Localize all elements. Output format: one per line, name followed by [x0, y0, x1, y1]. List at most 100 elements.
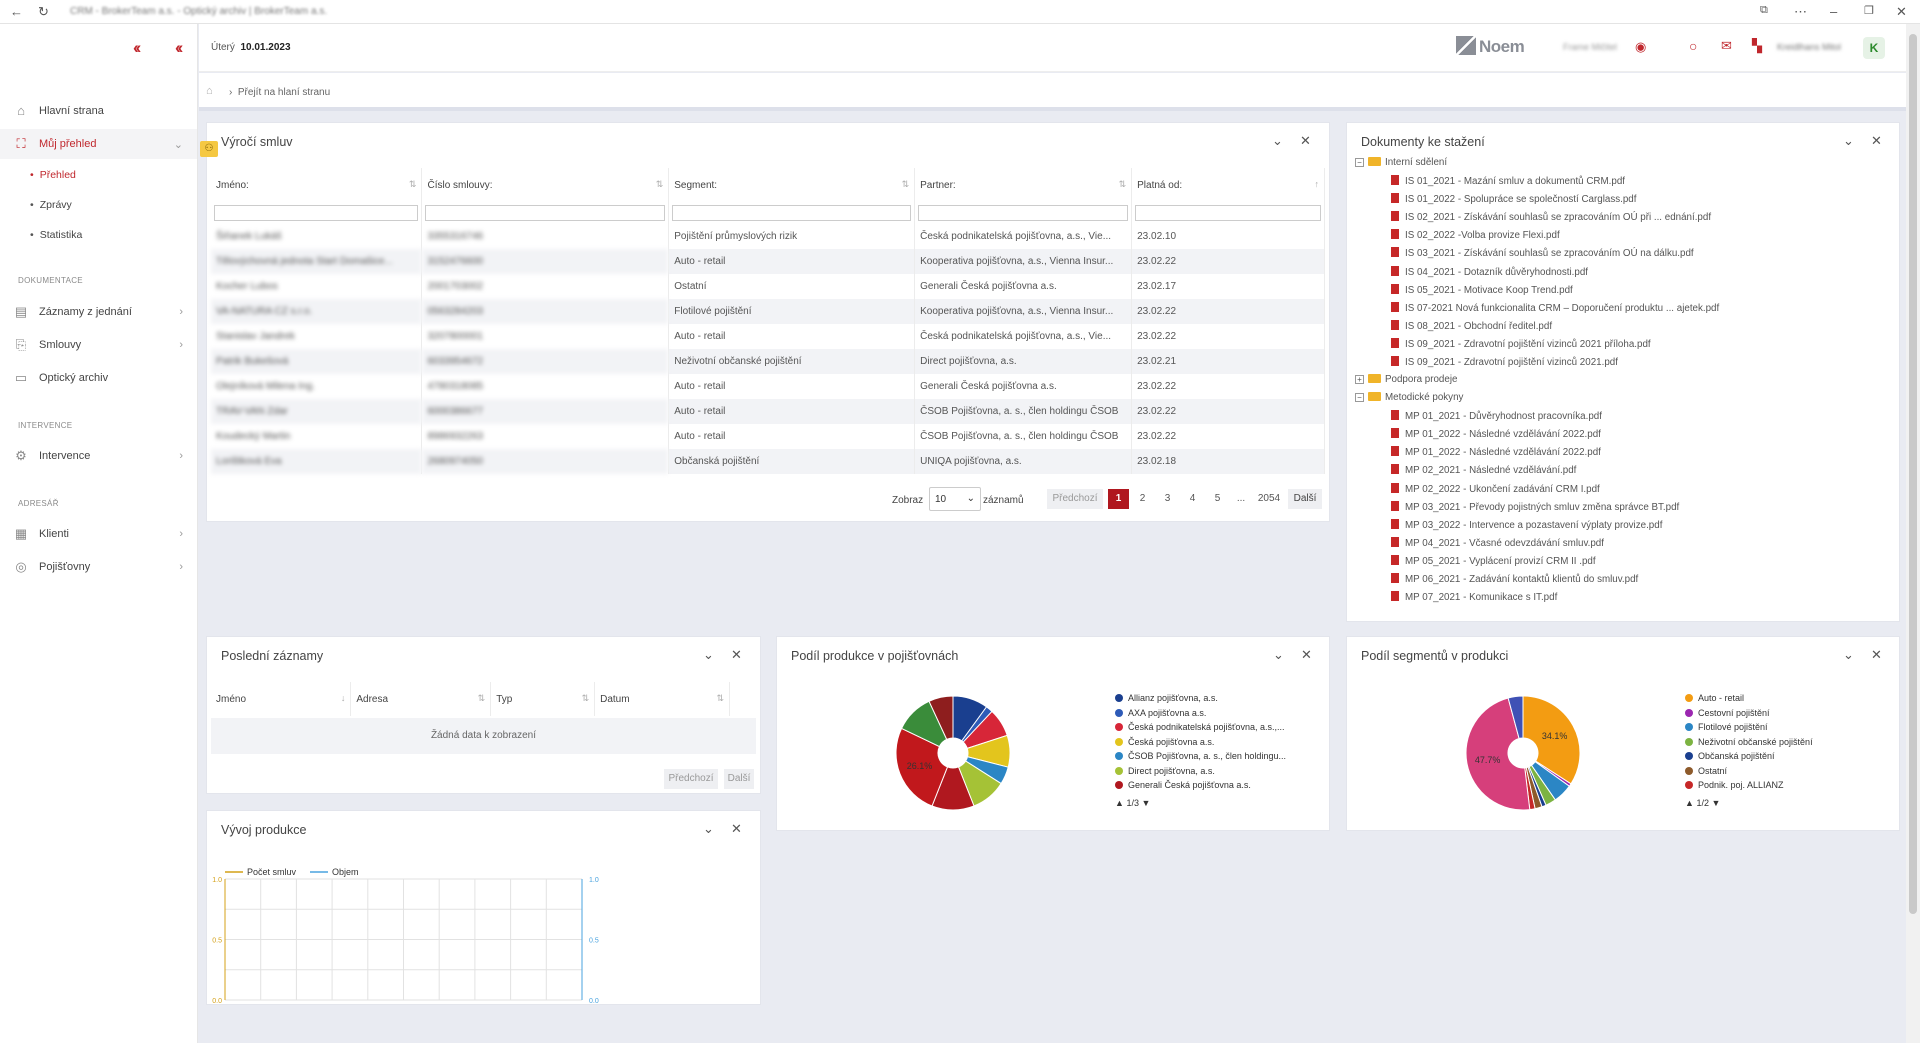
tree-folder[interactable]: − Interní sdělení [1355, 157, 1447, 168]
sort-icon[interactable]: ⇅ [1118, 179, 1127, 189]
tree-file[interactable]: IS 01_2022 - Spolupráce se společností C… [1391, 193, 1636, 205]
legend-item[interactable]: Auto - retail [1685, 693, 1744, 703]
sort-icon[interactable]: ⇅ [581, 693, 590, 703]
sort-icon[interactable]: ⇅ [716, 693, 724, 703]
legend-item[interactable]: Občanská pojištění [1685, 751, 1775, 761]
apps-grid-icon[interactable]: ▚ [1752, 38, 1762, 53]
collapse-chevron-icon[interactable]: ⌄ [1843, 647, 1854, 662]
tree-file[interactable]: MP 07_2021 - Komunikace s IT.pdf [1391, 591, 1557, 603]
table-row[interactable]: Patrik Bukešová 6033954672 Neživotní občan… [211, 349, 1325, 374]
legend-item[interactable]: Generali Česká pojišťovna a.s. [1115, 780, 1251, 790]
prev-page-button[interactable]: Předchozí [1047, 489, 1103, 509]
tree-file[interactable]: MP 05_2021 - Vyplácení provizí CRM II .p… [1391, 554, 1596, 567]
table-row[interactable]: Koudecký Martin 8986932263 Auto - retail ČS… [211, 424, 1325, 449]
tree-file[interactable]: IS 09_2021 - Zdravotní pojištění vizinců… [1391, 356, 1618, 368]
close-icon[interactable]: ✕ [1300, 133, 1311, 148]
nav-klienti[interactable]: ▦ Klienti › [0, 519, 197, 549]
tree-file[interactable]: MP 01_2022 - Následné vzdělávání 2022.pd… [1391, 446, 1601, 458]
filter-jmeno-input[interactable] [214, 205, 419, 221]
tree-file[interactable]: IS 01_2021 - Mazání smluv a dokumentů CR… [1391, 175, 1625, 187]
legend-item[interactable]: Podnik. poj. ALLIANZ [1685, 780, 1784, 790]
pie-slice[interactable] [1465, 697, 1531, 811]
mail-icon[interactable]: ✉ [1721, 38, 1732, 53]
column-header-jmeno[interactable]: Jméno ↓ [211, 682, 352, 716]
nav-smlouvy[interactable]: ⎘ Smlouvy › [0, 330, 197, 360]
collapse-left-icon[interactable]: ‹‹ [133, 38, 142, 57]
tree-file[interactable]: IS 09_2021 - Zdravotní pojištění vizinců… [1391, 337, 1651, 350]
table-row[interactable]: VA-NATURA CZ s.r.o. 0563284203 Flotilové p… [211, 299, 1325, 324]
legend-prev-icon[interactable]: ▲ [1115, 798, 1124, 808]
tree-file[interactable]: MP 01_2021 - Důvěryhodnost pracovníka.pd… [1391, 410, 1602, 422]
expand-toggle-icon[interactable]: + [1355, 375, 1364, 385]
column-header-platna-od[interactable]: Platná od: ↑ [1131, 168, 1325, 202]
sort-icon[interactable]: ⇅ [655, 179, 664, 189]
sort-down-icon[interactable]: ↓ [340, 693, 346, 703]
collapse-toggle-icon[interactable]: − [1355, 393, 1364, 403]
table-row[interactable]: Lorištková Eva 2680974050 Občanská pojiště… [211, 449, 1325, 474]
tree-file[interactable]: IS 03_2021 - Získávání souhlasů se zprac… [1391, 247, 1694, 259]
reload-icon[interactable]: ↻ [38, 4, 49, 19]
back-icon[interactable]: ← [10, 4, 23, 19]
legend-item[interactable]: Cestovní pojištění [1685, 708, 1770, 718]
column-header-jmeno[interactable]: Jméno: ⇅ [211, 168, 423, 202]
group-users-icon[interactable]: ⚇ [200, 141, 218, 157]
close-icon[interactable]: ✕ [731, 821, 742, 836]
tree-file[interactable]: MP 04_2021 - Včasné odevzdávání smluv.pd… [1391, 536, 1604, 549]
tree-file[interactable]: IS 04_2021 - Dotazník důvěryhodnosti.pdf [1391, 265, 1588, 278]
page-scrollbar[interactable] [1906, 24, 1920, 1043]
next-page-button[interactable]: Další [1288, 489, 1322, 509]
page-5-button[interactable]: 5 [1214, 493, 1221, 504]
close-icon[interactable]: ✕ [1301, 647, 1312, 662]
tree-file[interactable]: MP 02_2022 - Ukončení zadávání CRM I.pdf [1391, 482, 1600, 495]
nav-pojistovny[interactable]: ◎ Pojišťovny › [0, 552, 197, 582]
legend-item[interactable]: ČSOB Pojišťovna, a. s., člen holdingu... [1115, 751, 1286, 761]
nav-sub-zpravy[interactable]: Zprávy [30, 199, 72, 211]
legend-next-icon[interactable]: ▼ [1711, 798, 1721, 808]
page-1-button[interactable]: 1 [1108, 489, 1129, 509]
pie-slice[interactable] [928, 695, 954, 741]
home-icon[interactable]: ⌂ [206, 85, 213, 97]
page-3-button[interactable]: 3 [1164, 493, 1171, 504]
legend-item[interactable]: Flotilové pojištění [1685, 722, 1768, 732]
prev-page-button[interactable]: Předchozí [664, 769, 718, 789]
close-icon[interactable]: ✕ [1871, 133, 1882, 148]
column-header-segment[interactable]: Segment: ⇅ [668, 168, 916, 202]
close-window-icon[interactable]: ✕ [1896, 4, 1907, 19]
table-row[interactable]: Kocher Lubos 2001703002 Ostatní Generali Če… [211, 274, 1325, 299]
eye-icon[interactable]: ◉ [1635, 39, 1647, 54]
table-row[interactable]: Stanislav Jandrek 3207800001 Auto - retail… [211, 324, 1325, 349]
legend-item[interactable]: Neživotní občanské pojištění [1685, 737, 1813, 747]
minimize-icon[interactable]: – [1830, 4, 1838, 19]
nav-sub-prehled[interactable]: Přehled [30, 169, 76, 181]
tree-file[interactable]: MP 03_2022 - Intervence a pozastavení vý… [1391, 518, 1662, 531]
collapse-chevron-icon[interactable]: ⌄ [1843, 133, 1854, 148]
sort-icon[interactable]: ⇅ [477, 693, 486, 703]
nav-muj-prehled[interactable]: ⛶ Můj přehled ⌄ [0, 129, 197, 159]
maximize-icon[interactable]: ❐ [1864, 5, 1874, 17]
table-row[interactable]: Tělovýchovná jednota Start Domašice... 31… [211, 249, 1325, 274]
close-icon[interactable]: ✕ [1871, 647, 1882, 662]
search-icon[interactable]: ○ [1689, 38, 1698, 54]
page-2-button[interactable]: 2 [1139, 493, 1146, 504]
legend-item[interactable]: Allianz pojišťovna, a.s. [1115, 693, 1218, 703]
collapse-chevron-icon[interactable]: ⌄ [1272, 133, 1283, 148]
legend-item[interactable]: Česká podnikatelská pojišťovna, a.s.,... [1115, 722, 1284, 732]
next-page-button[interactable]: Další [724, 769, 754, 789]
tree-file[interactable]: MP 06_2021 - Zadávání kontaktů klientů d… [1391, 573, 1638, 585]
legend-item[interactable]: Česká pojišťovna a.s. [1115, 737, 1214, 747]
tree-file[interactable]: MP 01_2022 - Následné vzdělávání 2022.pd… [1391, 428, 1601, 440]
sort-icon[interactable]: ⇅ [901, 179, 910, 189]
filter-segment-input[interactable] [672, 205, 912, 221]
sort-icon[interactable]: ⇅ [408, 179, 417, 189]
tree-file[interactable]: MP 02_2021 - Následné vzdělávání.pdf [1391, 464, 1576, 476]
column-header-typ[interactable]: Typ ⇅ [490, 682, 596, 716]
tree-folder[interactable]: + Podpora prodeje [1355, 374, 1457, 385]
legend-item[interactable]: Direct pojišťovna, a.s. [1115, 766, 1215, 776]
nav-sub-statistika[interactable]: Statistika [30, 229, 83, 241]
tree-file[interactable]: IS 02_2021 - Získávání souhlasů se zprac… [1391, 211, 1711, 223]
translate-icon[interactable]: ⧉ [1760, 4, 1768, 16]
nav-intervence[interactable]: ⚙ Intervence › [0, 441, 197, 471]
collapse-chevron-icon[interactable]: ⌄ [703, 821, 714, 836]
tree-file[interactable]: IS 07-2021 Nová funkcionalita CRM – Dopo… [1391, 301, 1719, 314]
scrollbar-thumb[interactable] [1909, 34, 1917, 914]
